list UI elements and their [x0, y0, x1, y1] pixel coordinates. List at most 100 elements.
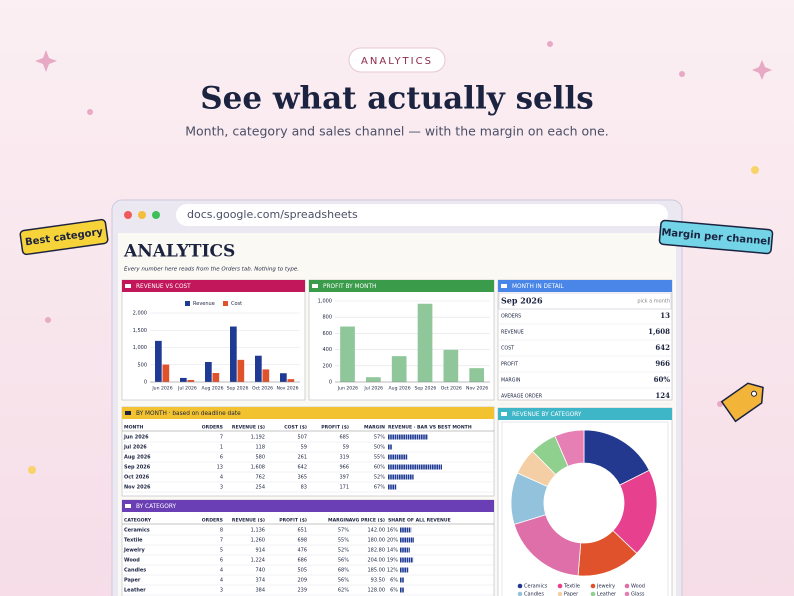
y-tick-label: 800: [322, 315, 332, 321]
cell: 686: [297, 558, 307, 564]
cell: 182.80: [368, 548, 386, 554]
legend-swatch: [590, 583, 596, 589]
y-tick-label: 2,000: [133, 311, 147, 317]
sheet-title: ANALYTICS: [123, 242, 235, 262]
cell: 5: [220, 548, 223, 554]
cell: 374: [255, 578, 265, 584]
revenue-bar-seg: [394, 474, 397, 480]
revenue-bar-seg: [412, 464, 414, 470]
cell: 6: [220, 455, 223, 461]
share-bar-seg: [400, 587, 402, 593]
column-header: REVENUE · BAR VS BEST MONTH: [388, 425, 472, 431]
x-tick-label: Aug 2026: [389, 386, 411, 392]
cell: Textile: [124, 538, 143, 544]
revenue-bar-seg: [407, 434, 410, 440]
revenue-bar-seg: [390, 474, 392, 480]
revenue-bar-seg: [394, 434, 397, 440]
legend-swatch: [624, 591, 630, 596]
panel-header: [122, 500, 494, 512]
panel-icon: [125, 504, 131, 508]
revenue-bar-seg: [425, 434, 427, 440]
legend-label: Candles: [524, 592, 544, 596]
share-bar-seg: [406, 557, 409, 563]
picker-hint: pick a month: [637, 299, 670, 305]
panel: [308, 279, 495, 401]
cell: 56%: [338, 578, 349, 584]
bar: [280, 373, 287, 382]
cell: 13: [217, 465, 223, 471]
legend-swatch: [590, 591, 596, 596]
badge-text: ANALYTICS: [361, 56, 433, 67]
share-bar-seg: [408, 557, 411, 563]
cell: 698: [297, 538, 307, 544]
cell: Candles: [124, 568, 146, 574]
revenue-bar-seg: [388, 434, 390, 440]
revenue-bar-seg: [394, 454, 397, 460]
share-bar-seg: [400, 577, 402, 583]
month-picker[interactable]: [498, 292, 672, 310]
url-bar[interactable]: [176, 204, 668, 226]
share-bar-seg: [404, 547, 406, 553]
share-bar-seg: [402, 567, 404, 573]
panel-icon: [501, 412, 507, 416]
max-dot[interactable]: [152, 211, 160, 219]
panel-icon: [125, 284, 131, 288]
legend-label: Ceramics: [524, 584, 548, 590]
share-bar-seg: [404, 527, 406, 533]
cell: 507: [297, 435, 307, 441]
cell: 642: [297, 465, 307, 471]
cell: 93.50: [371, 578, 385, 584]
x-tick-label: Oct 2026: [252, 386, 273, 392]
revenue-bar-seg: [423, 434, 425, 440]
revenue-bar-seg: [414, 434, 416, 440]
bar: [366, 377, 381, 382]
revenue-bar-seg: [390, 434, 392, 440]
y-tick-label: 1,500: [133, 328, 147, 334]
revenue-bar-seg: [432, 464, 434, 470]
subheadline: Month, category and sales channel — with…: [185, 124, 609, 139]
share-bar-seg: [400, 557, 402, 563]
cell: 505: [297, 568, 307, 574]
metric-label: AVERAGE ORDER: [501, 394, 543, 400]
revenue-bar-seg: [388, 484, 390, 490]
bar: [212, 372, 220, 382]
share-bar-seg: [408, 547, 410, 553]
metric-label: REVENUE: [501, 330, 524, 336]
cell: 171: [339, 485, 349, 491]
revenue-bar-seg: [421, 464, 423, 470]
share-bar-seg: [408, 537, 411, 543]
share-bar-seg: [402, 547, 404, 553]
column-header: CATEGORY: [124, 518, 152, 524]
cell: 1,224: [251, 558, 265, 564]
cell: 4: [220, 568, 223, 574]
revenue-bar-seg: [436, 464, 438, 470]
panel-title: MONTH IN DETAIL: [512, 284, 564, 290]
cell: 6%: [390, 588, 398, 594]
cell: 60%: [374, 465, 385, 471]
share-bar-seg: [413, 537, 414, 543]
cell: 118: [255, 445, 265, 451]
cell: Aug 2026: [124, 455, 151, 461]
revenue-bar-seg: [392, 454, 394, 460]
min-dot[interactable]: [138, 211, 146, 219]
revenue-bar-seg: [418, 464, 421, 470]
cell: Paper: [124, 578, 141, 584]
cell: 14%: [387, 548, 398, 554]
legend-label: Paper: [564, 592, 579, 596]
revenue-bar-seg: [396, 464, 399, 470]
x-tick-label: Nov 2026: [276, 386, 298, 392]
y-tick-label: 200: [322, 363, 332, 369]
x-tick-label: Jun 2026: [337, 386, 358, 392]
close-dot[interactable]: [124, 211, 132, 219]
cell: 55%: [338, 538, 349, 544]
revenue-bar-seg: [394, 464, 397, 470]
cell: Sep 2026: [124, 465, 151, 471]
metric-value: 13: [660, 311, 670, 320]
share-bar-seg: [402, 537, 404, 543]
share-bar-seg: [406, 527, 409, 533]
revenue-bar-seg: [407, 474, 410, 480]
bar: [443, 349, 459, 382]
cell: Ceramics: [124, 528, 150, 534]
column-header: REVENUE ($): [232, 425, 265, 431]
